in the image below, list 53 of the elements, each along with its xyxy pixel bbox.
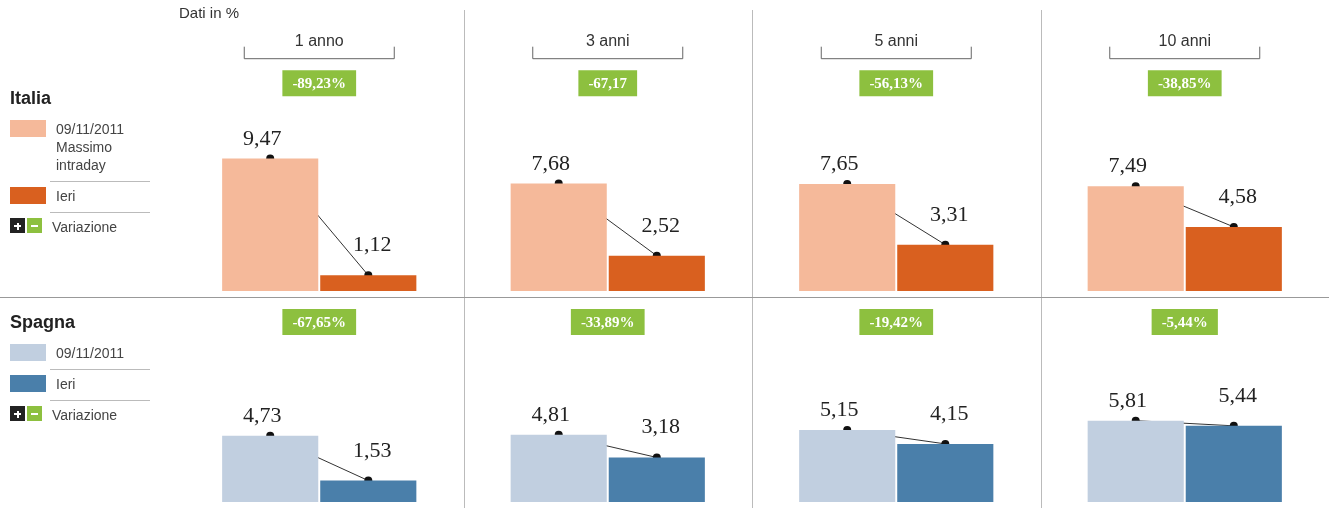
data-label: 9,47 xyxy=(242,124,282,150)
bar xyxy=(222,158,319,291)
data-label: 4,81 xyxy=(531,400,570,426)
text: -56,13% xyxy=(869,75,924,92)
data-label: 4,73 xyxy=(242,401,282,427)
bar xyxy=(1185,226,1282,291)
data-label: 5,44 xyxy=(1218,381,1258,407)
bar xyxy=(897,443,994,502)
data-label: 7,68 xyxy=(531,149,570,175)
x-tick-label: 5 anni xyxy=(874,32,919,50)
text: -19,42% xyxy=(869,313,924,330)
data-label: 4,15 xyxy=(930,399,969,425)
legend-label: Ieri xyxy=(56,375,77,393)
bar xyxy=(1087,186,1184,291)
data-label: 2,52 xyxy=(641,211,681,237)
data-label: 3,18 xyxy=(641,413,681,439)
bar xyxy=(608,255,705,291)
text: Variazione xyxy=(52,406,119,424)
data-label: 1,53 xyxy=(353,436,392,462)
x-tick-label: 3 anni xyxy=(585,32,630,50)
legend-title: Spagna xyxy=(10,312,76,333)
legend-label: 09/11/2011 Massimo intraday xyxy=(56,120,125,174)
text: -89,23% xyxy=(292,75,347,92)
bar xyxy=(320,275,417,291)
text: -67,65% xyxy=(292,313,347,330)
x-tick-label: 1 anno xyxy=(294,32,344,50)
text: Variazione xyxy=(52,218,119,236)
bar xyxy=(510,434,607,502)
legend-title: Italia xyxy=(10,88,53,109)
bar xyxy=(799,429,896,502)
data-label: 7,65 xyxy=(819,150,859,175)
bar xyxy=(1185,425,1282,502)
bar xyxy=(608,457,705,502)
data-label: 5,15 xyxy=(819,395,859,421)
text: -5,44% xyxy=(1161,313,1208,330)
bar xyxy=(799,184,896,291)
x-tick-label: 10 anni xyxy=(1158,32,1211,50)
bar xyxy=(510,183,607,291)
bar xyxy=(897,244,994,291)
bar xyxy=(320,480,417,502)
bar xyxy=(1087,420,1184,502)
data-label: 5,81 xyxy=(1108,386,1147,412)
chart-title: Dati in % xyxy=(179,3,240,21)
data-label: 3,31 xyxy=(930,200,969,226)
data-label: 4,58 xyxy=(1218,182,1258,208)
bar xyxy=(222,435,319,502)
legend-label: Ieri xyxy=(56,187,77,205)
text: -33,89% xyxy=(580,313,635,330)
data-label: 1,12 xyxy=(353,231,392,257)
data-label: 7,49 xyxy=(1108,152,1147,178)
text: -38,85% xyxy=(1157,75,1212,92)
text: -67,17 xyxy=(588,75,628,92)
legend-label: 09/11/2011 xyxy=(56,344,125,362)
